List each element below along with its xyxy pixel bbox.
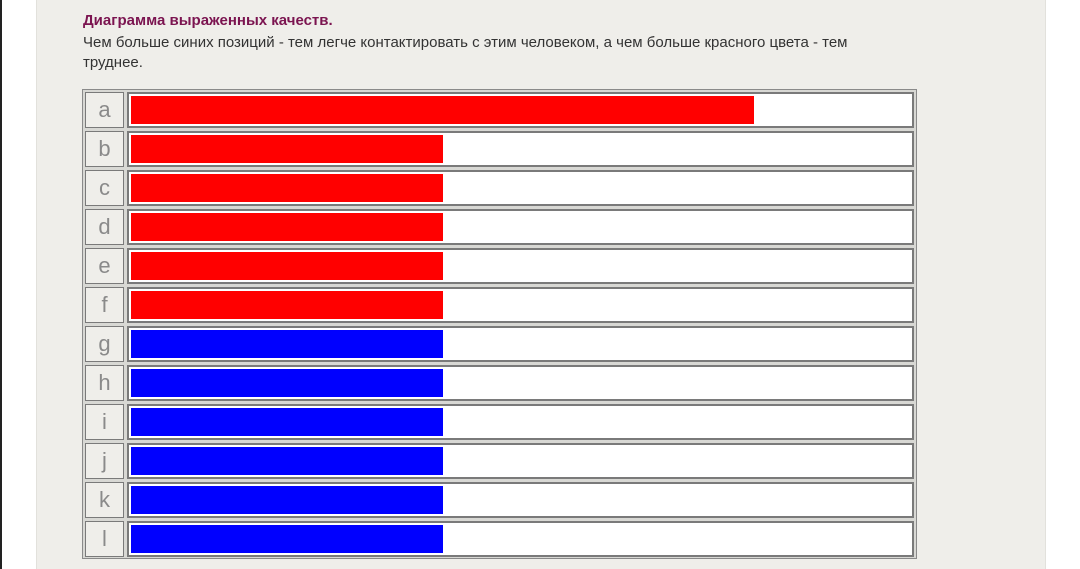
bar-track-d [127,209,914,245]
bar-c [131,174,443,202]
chart-description: Чем больше синих позиций - тем легче кон… [83,34,848,71]
category-label-g: g [85,326,124,362]
bar-track-c [127,170,914,206]
bar-b [131,135,443,163]
category-label-b: b [85,131,124,167]
category-label-j: j [85,443,124,479]
category-label-f: f [85,287,124,323]
bar-track-h [127,365,914,401]
bar-track-b [127,131,914,167]
bar-l [131,525,443,553]
category-label-k: k [85,482,124,518]
bar-a [131,96,754,124]
category-label-c: c [85,170,124,206]
category-label-a: a [85,92,124,128]
bar-track-l [127,521,914,557]
bar-k [131,486,443,514]
bar-track-f [127,287,914,323]
category-label-h: h [85,365,124,401]
bar-j [131,447,443,475]
bar-track-j [127,443,914,479]
chart-row-b: b [85,131,914,167]
chart-row-e: e [85,248,914,284]
category-label-l: l [85,521,124,557]
category-label-d: d [85,209,124,245]
category-label-e: e [85,248,124,284]
bar-d [131,213,443,241]
left-border [0,0,2,569]
bar-track-a [127,92,914,128]
chart-row-a: a [85,92,914,128]
chart-row-i: i [85,404,914,440]
bar-f [131,291,443,319]
chart-row-f: f [85,287,914,323]
bar-e [131,252,443,280]
bar-h [131,369,443,397]
chart-row-h: h [85,365,914,401]
bar-track-i [127,404,914,440]
category-label-i: i [85,404,124,440]
bar-g [131,330,443,358]
chart-row-l: l [85,521,914,557]
chart-row-d: d [85,209,914,245]
chart-row-c: c [85,170,914,206]
bar-i [131,408,443,436]
chart-title: Диаграмма выраженных качеств. [83,12,333,29]
chart-row-j: j [85,443,914,479]
chart-row-g: g [85,326,914,362]
bar-track-g [127,326,914,362]
chart-row-k: k [85,482,914,518]
bar-track-k [127,482,914,518]
bar-track-e [127,248,914,284]
